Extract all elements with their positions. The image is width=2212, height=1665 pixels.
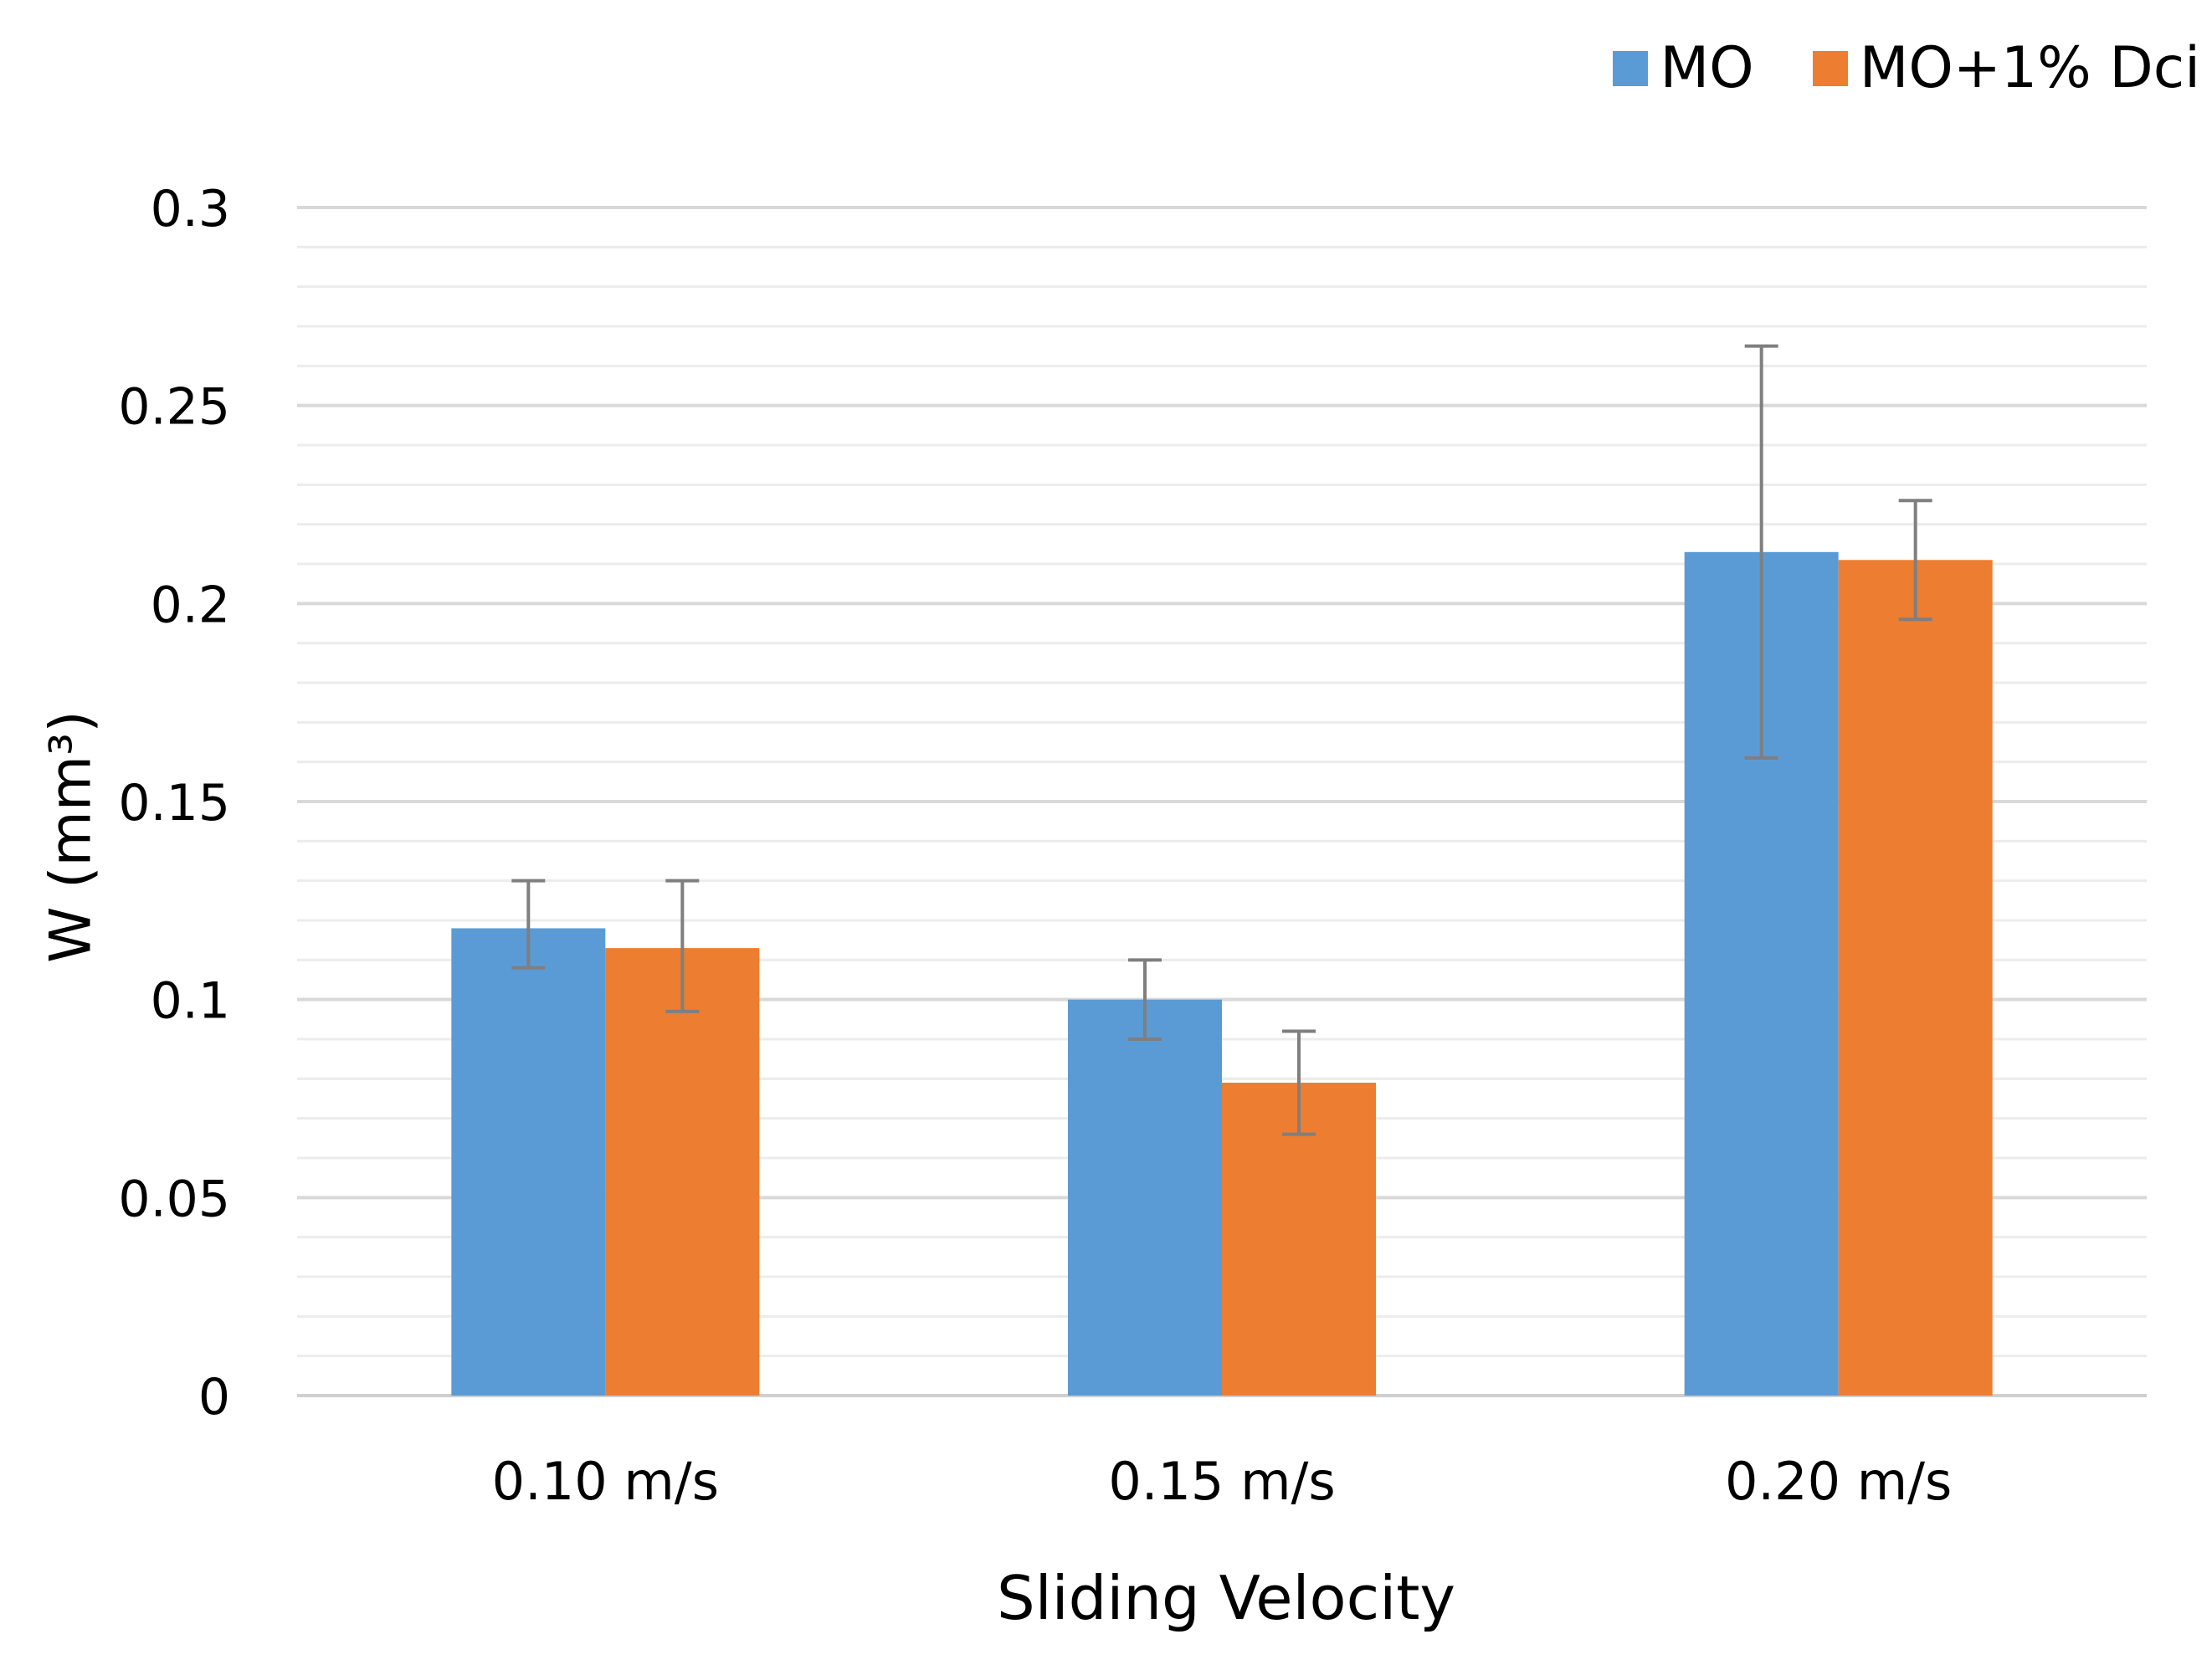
legend-label-mo: MO bbox=[1660, 35, 1754, 101]
y-tick-label: 0.15 bbox=[118, 774, 230, 832]
bar-mo-dci bbox=[1838, 560, 1993, 1396]
y-tick-label: 0 bbox=[198, 1368, 230, 1427]
y-axis-title: W (mm³) bbox=[38, 710, 105, 963]
legend-swatch-mo bbox=[1613, 50, 1649, 86]
x-tick-label: 0.15 m/s bbox=[1108, 1451, 1335, 1512]
y-tick-label: 0.2 bbox=[151, 576, 230, 634]
y-tick-label: 0.1 bbox=[151, 972, 230, 1031]
bar-mo bbox=[451, 928, 606, 1396]
y-tick-label: 0.3 bbox=[151, 180, 230, 238]
legend: MO MO+1% Dci bbox=[1554, 35, 2200, 101]
x-axis-title: Sliding Velocity bbox=[996, 1563, 1456, 1633]
y-tick-label: 0.25 bbox=[118, 378, 230, 437]
legend-item-mo: MO bbox=[1613, 35, 1754, 101]
legend-swatch-mo-dci bbox=[1812, 50, 1848, 86]
x-tick-label: 0.10 m/s bbox=[492, 1451, 719, 1512]
legend-item-mo-dci: MO+1% Dci bbox=[1812, 35, 2200, 101]
legend-label-mo-dci: MO+1% Dci bbox=[1859, 35, 2200, 101]
bar-mo-dci bbox=[605, 948, 760, 1396]
y-tick-label: 0.05 bbox=[118, 1170, 230, 1228]
x-tick-label: 0.20 m/s bbox=[1725, 1451, 1952, 1512]
bar-mo bbox=[1068, 999, 1222, 1396]
